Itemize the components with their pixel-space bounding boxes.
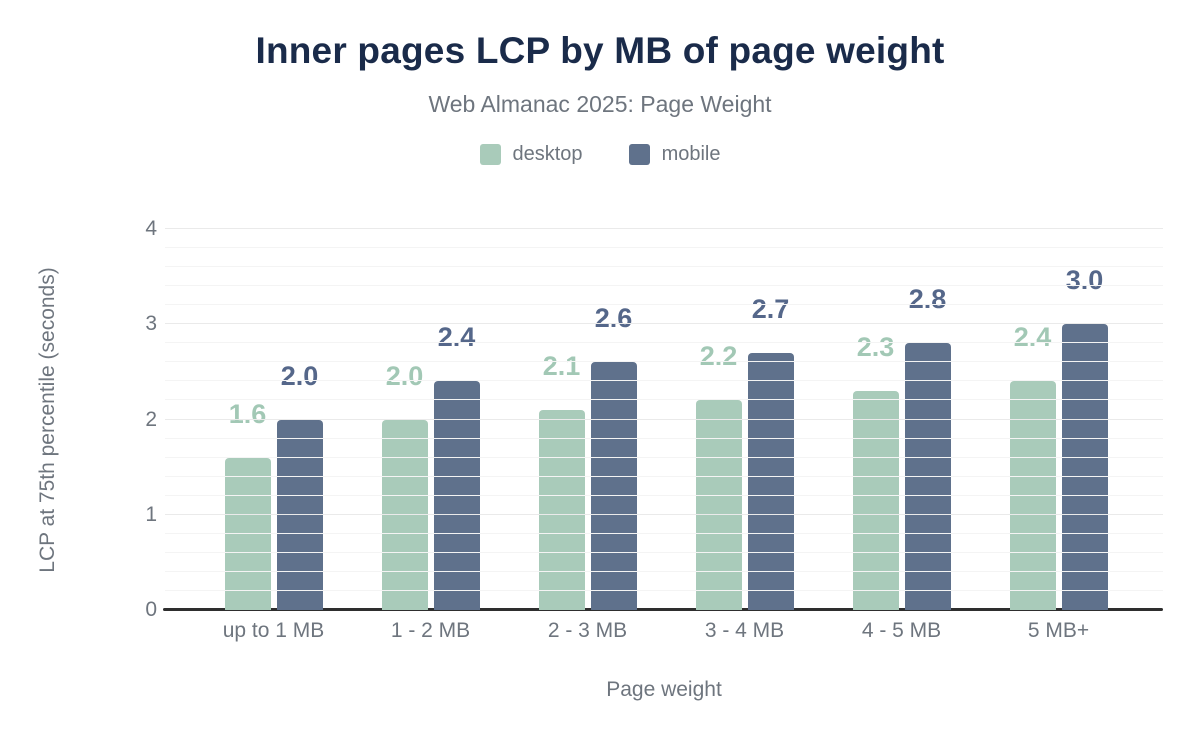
x-category-labels: up to 1 MB 1 - 2 MB 2 - 3 MB 3 - 4 MB 4 - 5 … [195,619,1137,643]
gridline-minor [165,285,1163,287]
bar-value-label-mobile-3: 2.6 [594,303,633,334]
x-category-label-2: 1 - 2 MB [390,619,471,642]
gridline-major [165,323,1163,325]
gridline-major [165,228,1163,229]
bar-mobile-5: 2.8 [904,286,951,610]
bar-mobile-3: 2.6 [590,305,637,610]
x-category-label-6: 5 MB+ [1027,619,1090,642]
bar-value-label-desktop-2: 2.0 [385,360,424,391]
gridline-minor [165,361,1163,363]
bar-mobile-4: 2.7 [747,295,794,610]
chart-title: Inner pages LCP by MB of page weight [255,30,945,71]
bar-value-label-desktop-1: 1.6 [228,398,267,429]
legend-label-desktop: desktop [512,143,583,165]
gridline-minor [165,570,1163,572]
bar-desktop-2: 2.0 [381,362,428,610]
gridline-minor [165,494,1163,496]
bar-value-label-mobile-1: 2.0 [280,360,319,391]
legend-item-desktop: desktop [479,143,583,166]
bar-value-label-desktop-6: 2.4 [1013,322,1052,353]
gridline-minor [165,380,1163,382]
bar-group-4: 2.2 2.7 [666,229,823,610]
bar-group-3: 2.1 2.6 [509,229,666,610]
gridline-minor [165,456,1163,458]
y-axis-title: LCP at 75th percentile (seconds) [36,267,59,573]
gridline-minor [165,551,1163,553]
legend-swatch-desktop [479,144,501,165]
y-tick-label-4: 4 [145,217,157,240]
chart-subtitle: Web Almanac 2025: Page Weight [428,91,772,117]
x-category-label-1: up to 1 MB [222,619,325,642]
x-category-label-3: 2 - 3 MB [547,619,628,642]
gridline-major [165,418,1163,420]
bar-desktop-6: 2.4 [1009,324,1056,610]
plot-area: 1.6 2.0 2.0 2.4 2.1 2.6 2.2 2.7 2.3 2.8 2.4 3.0 0 1 2… [145,217,1163,621]
x-axis-line [163,608,1163,611]
bar-value-label-desktop-5: 2.3 [856,331,895,362]
y-tick-label-3: 3 [145,312,157,336]
y-tick-label-2: 2 [145,407,157,431]
legend-item-mobile: mobile [628,143,721,166]
bar-mobile-2: 2.4 [433,324,480,610]
legend: desktop mobile [0,143,1200,166]
bar-value-label-mobile-4: 2.7 [751,293,790,324]
gridline-minor [165,532,1163,534]
bar-value-label-mobile-2: 2.4 [437,322,476,353]
bar-mobile-6: 3.0 [1061,267,1108,610]
y-tick-label-1: 1 [145,502,157,526]
bars-row: 1.6 2.0 2.0 2.4 2.1 2.6 2.2 2.7 2.3 2.8 2.4 3.0 [195,229,1137,610]
x-category-label-4: 3 - 4 MB [704,619,785,642]
bar-desktop-5: 2.3 [852,333,899,610]
gridline-minor [165,247,1163,249]
bar-desktop-4: 2.2 [695,343,742,610]
bar-desktop-3: 2.1 [538,352,585,610]
gridline-minor [165,589,1163,591]
bar-mobile-1: 2.0 [276,362,323,610]
gridline-minor [165,266,1163,268]
x-axis-title: Page weight [606,678,722,701]
gridline-minor [165,304,1163,306]
x-category-label-5: 4 - 5 MB [861,619,942,642]
bar-value-label-desktop-3: 2.1 [542,350,581,381]
bar-value-label-mobile-5: 2.8 [908,284,947,315]
gridline-minor [165,399,1163,401]
bar-value-label-mobile-6: 3.0 [1065,265,1104,296]
gridline-minor [165,342,1163,344]
gridline-major [165,513,1163,515]
gridline-minor [165,437,1163,439]
gridline-minor [165,475,1163,477]
y-tick-label-0: 0 [145,598,157,621]
bar-group-5: 2.3 2.8 [823,229,980,610]
bar-value-label-desktop-4: 2.2 [699,341,738,372]
legend-swatch-mobile [628,144,650,165]
bar-group-1: 1.6 2.0 [195,229,352,610]
legend-label-mobile: mobile [661,143,721,165]
